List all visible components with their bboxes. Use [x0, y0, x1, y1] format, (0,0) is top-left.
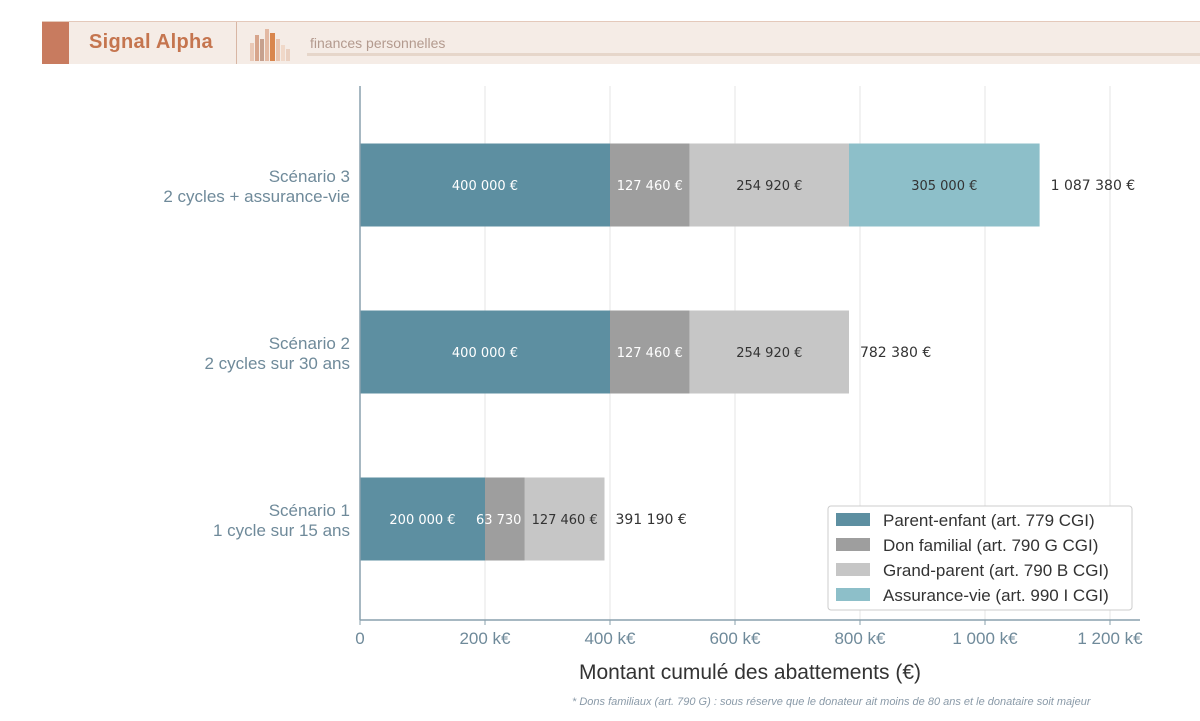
bar-total-label: 391 190 €: [615, 512, 686, 528]
x-tick-label: 1 000 k€: [952, 629, 1018, 648]
header-divider: [68, 22, 69, 64]
bar-segment: [848, 143, 1040, 227]
header-subtitle: finances personnelles: [310, 35, 446, 51]
x-tick-label: 1 200 k€: [1077, 629, 1143, 648]
bar-segment: [360, 477, 485, 561]
bar-value-label: 63 730 €: [476, 513, 534, 528]
bar-chart-logo-icon: [250, 29, 290, 61]
category-label: Scénario 3: [269, 167, 350, 186]
bar-total-label: 782 380 €: [860, 345, 931, 361]
bar-segment: [689, 143, 849, 227]
header-divider: [236, 22, 237, 64]
legend-swatch: [836, 513, 870, 526]
legend-label: Assurance-vie (art. 990 I CGI): [883, 586, 1109, 605]
legend-label: Don familial (art. 790 G CGI): [883, 536, 1098, 555]
bar-segment: [360, 143, 610, 227]
bar-segment: [610, 310, 690, 394]
header-bar: Signal Alpha finances personnelles: [42, 21, 1200, 64]
bar-segment: [485, 477, 525, 561]
legend-label: Grand-parent (art. 790 B CGI): [883, 561, 1109, 580]
legend-swatch: [836, 563, 870, 576]
category-label: Scénario 1: [269, 501, 350, 520]
category-label: Scénario 2: [269, 334, 350, 353]
footnote: * Dons familiaux (art. 790 G) : sous rés…: [572, 696, 1091, 708]
legend-box: [827, 505, 1133, 611]
bar-value-label: 400 000 €: [452, 346, 518, 361]
bar-value-label: 254 920 €: [736, 346, 802, 361]
category-sublabel: 2 cycles sur 30 ans: [204, 354, 350, 373]
legend-swatch: [836, 588, 870, 601]
header-accent-block: [42, 22, 68, 64]
x-tick-label: 800 k€: [834, 629, 886, 648]
bar-segment: [360, 310, 610, 394]
bar-value-label: 127 460 €: [617, 346, 683, 361]
bar-total-label: 1 087 380 €: [1051, 178, 1136, 194]
bar-value-label: 127 460 €: [617, 179, 683, 194]
bar-value-label: 200 000 €: [389, 513, 455, 528]
bar-segment: [524, 477, 605, 561]
bar-value-label: 254 920 €: [736, 179, 802, 194]
bar-segment: [610, 143, 690, 227]
subtitle-underline: [307, 53, 1200, 56]
x-tick-label: 400 k€: [584, 629, 636, 648]
bar-value-label: 305 000 €: [911, 179, 977, 194]
legend-label: Parent-enfant (art. 779 CGI): [883, 511, 1095, 530]
x-axis-title: Montant cumulé des abattements (€): [579, 661, 921, 684]
x-tick-label: 600 k€: [709, 629, 761, 648]
legend-swatch: [836, 538, 870, 551]
category-sublabel: 1 cycle sur 15 ans: [213, 521, 350, 540]
x-tick-label: 200 k€: [459, 629, 511, 648]
bar-value-label: 400 000 €: [452, 179, 518, 194]
bar-segment: [689, 310, 849, 394]
brand-title: Signal Alpha: [89, 31, 213, 53]
category-sublabel: 2 cycles + assurance-vie: [163, 187, 350, 206]
bar-value-label: 127 460 €: [532, 513, 598, 528]
x-tick-label: 0: [355, 629, 364, 648]
